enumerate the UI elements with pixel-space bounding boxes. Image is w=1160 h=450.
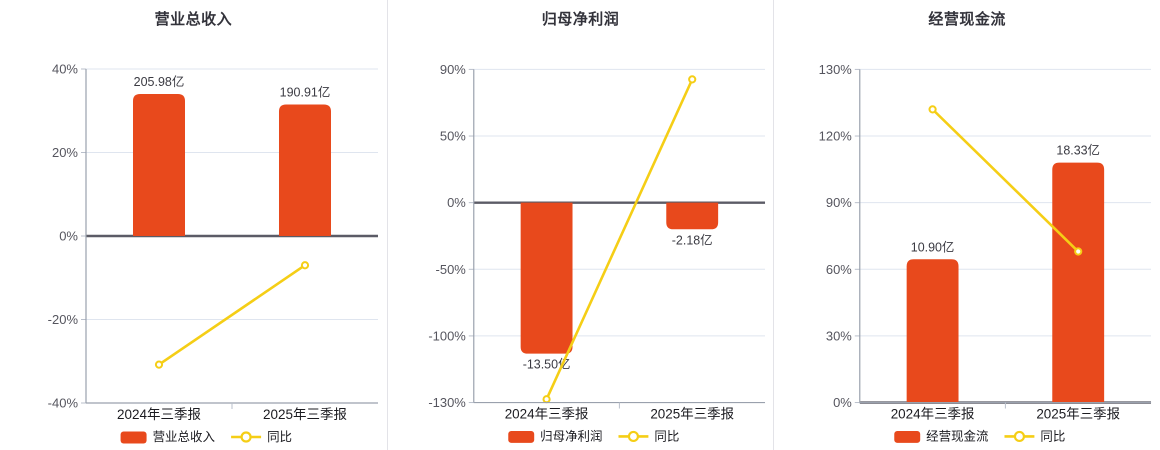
gridlines	[860, 68, 1152, 404]
y-axis-tick-label: 60%	[826, 262, 852, 277]
legend-line-marker	[240, 431, 252, 443]
line-marker[interactable]	[687, 75, 696, 84]
y-axis-tick-label: 0%	[59, 228, 78, 243]
y-axis-tick-label: 90%	[826, 195, 852, 210]
line-marker[interactable]	[1074, 247, 1083, 256]
x-axis-category-label: 2024年三季报	[117, 407, 201, 422]
bar[interactable]	[1052, 162, 1105, 403]
y-axis-tick-label: -40%	[48, 395, 79, 410]
legend-line-marker	[1014, 430, 1026, 443]
bar-value-label: -13.50亿	[522, 357, 570, 372]
bar[interactable]	[520, 202, 573, 354]
chart-plot-area: 40% 20% 0% -20% -40% 205.98亿 190.91亿 2024年三季报 20…	[48, 62, 378, 444]
x-axis-category-label: 2024年三季报	[891, 406, 975, 421]
bar-value-label: 205.98亿	[134, 74, 185, 89]
bar[interactable]	[665, 202, 718, 230]
legend-bar-swatch[interactable]	[507, 430, 534, 443]
legend-bar-label: 营业总收入	[153, 430, 216, 444]
y-axis-tick-label: 50%	[440, 129, 466, 144]
y-axis-tick-label: 90%	[440, 62, 466, 77]
x-axis-category-label: 2025年三季报	[1037, 406, 1121, 421]
legend-bar-swatch[interactable]	[120, 431, 147, 444]
panel-title: 归母净利润	[541, 11, 620, 28]
y-axis-tick-label: 130%	[819, 62, 853, 77]
y-axis-tick-label: 0%	[447, 195, 466, 210]
y-axis-tick-label: 30%	[826, 328, 852, 343]
line-marker[interactable]	[928, 105, 937, 114]
gridlines	[473, 68, 765, 404]
legend-line-label: 同比	[654, 429, 679, 443]
y-axis-tick-label: -130%	[428, 395, 466, 410]
legend-line-marker	[627, 430, 639, 443]
bar-value-label: 10.90亿	[911, 239, 955, 254]
legend-bar-swatch[interactable]	[894, 430, 921, 443]
bar-value-label: -2.18亿	[671, 232, 712, 247]
gridlines	[85, 68, 378, 404]
line-marker[interactable]	[542, 395, 551, 404]
x-axis-category-label: 2025年三季报	[650, 406, 734, 421]
bar[interactable]	[278, 104, 331, 236]
panel-title: 经营现金流	[928, 11, 1006, 28]
bar-value-label: 190.91亿	[280, 84, 331, 99]
chart-plot-area: 130% 120% 90% 60% 30% 0% 10.90亿 18.33亿 2024年三季报 2…	[819, 62, 1152, 443]
y-axis-tick-label: 20%	[52, 145, 78, 160]
y-axis-tick-label: 40%	[52, 62, 78, 77]
chart-legend: 营业总收入 同比	[120, 430, 292, 444]
bar-value-label: 18.33亿	[1057, 143, 1101, 158]
bar[interactable]	[132, 94, 185, 236]
bar[interactable]	[906, 259, 959, 403]
legend-bar-label: 归母净利润	[540, 429, 602, 443]
chart-plot-area: 90% 50% 0% -50% -100% -130% -13.50亿 -2.18亿 2024年…	[428, 62, 765, 443]
y-axis-tick-label: -100%	[428, 328, 466, 343]
legend-bar-label: 经营现金流	[926, 428, 988, 443]
line-series	[931, 108, 1080, 253]
bar-series	[132, 94, 331, 236]
y-axis-tick-label: 0%	[833, 395, 852, 410]
x-axis-category-label: 2024年三季报	[504, 406, 588, 421]
chart-panel-revenue: 营业总收入 40% 20% 0% -20% -40% 205.98亿 190.91亿 2024年…	[0, 0, 387, 450]
line-series	[544, 78, 694, 401]
chart-legend: 经营现金流 同比	[894, 428, 1066, 443]
line-series	[157, 263, 307, 366]
chart-panel-operating-cash-flow: 经营现金流 130% 120% 90% 60% 30% 0% 10.90亿 18.33亿 2024…	[773, 0, 1160, 450]
x-axis-category-label: 2025年三季报	[263, 407, 347, 422]
y-axis-tick-label: -50%	[435, 262, 466, 277]
chart-panel-net-profit: 归母净利润 90% 50% 0% -50% -100% -130% -13.50亿 -2.18亿…	[386, 0, 774, 450]
y-axis-tick-label: 120%	[819, 129, 853, 144]
line-marker[interactable]	[154, 360, 164, 369]
panel-title: 营业总收入	[154, 11, 233, 28]
y-axis-tick-label: -20%	[48, 312, 79, 327]
bar-series	[906, 162, 1105, 403]
chart-legend: 归母净利润 同比	[507, 429, 679, 443]
line-marker[interactable]	[300, 261, 310, 270]
legend-line-label: 同比	[267, 430, 292, 444]
legend-line-label: 同比	[1041, 429, 1066, 443]
bar-series	[520, 202, 718, 354]
